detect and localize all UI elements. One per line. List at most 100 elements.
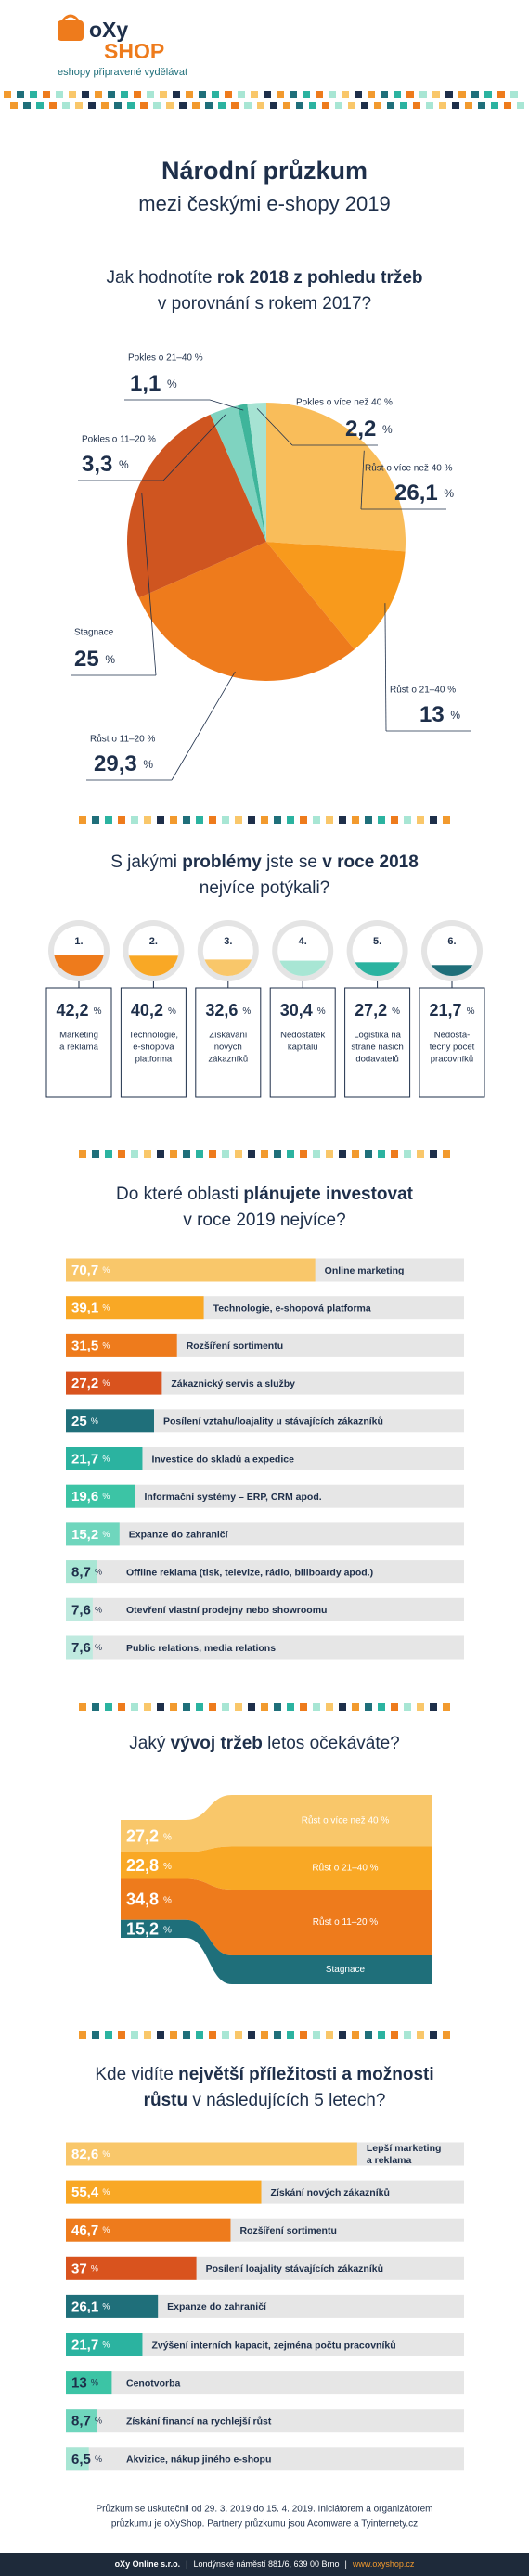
bar-value-label-number: 13 — [71, 2376, 91, 2391]
bar-value-label: 7,6 % — [71, 1640, 102, 1656]
bar-category-line: a reklama — [367, 2155, 412, 2166]
divider-dot — [274, 1703, 281, 1711]
divider-dot — [404, 816, 411, 824]
leader-line — [256, 408, 293, 446]
gauge-value-label-number: 27,2 — [355, 1001, 392, 1019]
divider-dot — [458, 91, 466, 98]
funnel-value-label-number: 34,8 — [126, 1890, 163, 1908]
main-title: Národní průzkum — [161, 157, 368, 185]
bar — [66, 2333, 143, 2356]
leader-line — [209, 399, 244, 411]
gauge-category: Nedosta- — [434, 1031, 471, 1041]
divider-dot — [430, 2031, 437, 2039]
divider-dot — [348, 102, 355, 109]
divider-dot — [92, 1703, 99, 1711]
question-title-part: plánujete investovat — [243, 1185, 413, 1204]
question-title-part: v následujících 5 letech? — [187, 2091, 385, 2110]
divider-dot — [147, 91, 154, 98]
bar-category: Rozšíření sortimentu — [187, 1340, 283, 1352]
gauge-category: pracovníků — [431, 1055, 473, 1065]
pie-slice — [127, 414, 266, 598]
pie-slice — [238, 404, 266, 542]
funnel-value-label-unit: % — [163, 1895, 172, 1905]
divider-dot — [471, 91, 479, 98]
divider-dot — [62, 102, 70, 109]
divider-dot — [118, 1703, 125, 1711]
leader-line — [162, 414, 226, 481]
divider-dot — [406, 91, 414, 98]
divider-dot — [303, 91, 310, 98]
divider-dot — [231, 102, 239, 109]
bar-value-label-unit: % — [91, 1416, 98, 1426]
question-title-part: růstu — [144, 2091, 188, 2110]
divider-dot — [192, 102, 200, 109]
bar-value-label-unit: % — [102, 2226, 110, 2236]
divider-dot — [238, 91, 245, 98]
divider-dot — [88, 102, 96, 109]
divider-dot — [300, 1150, 307, 1158]
divider-dot — [251, 91, 258, 98]
divider-dot — [497, 91, 505, 98]
bar — [66, 2409, 97, 2433]
pie-value-label-number: 13 — [419, 702, 450, 727]
divider-dot — [322, 102, 329, 109]
divider-dot — [287, 1703, 294, 1711]
pie-slice — [210, 405, 266, 542]
question-title-part: S jakými — [110, 852, 182, 872]
bar-value-label: 70,7 % — [71, 1262, 110, 1278]
bar — [66, 1597, 93, 1621]
divider-dot — [196, 1150, 203, 1158]
funnel-value-label-unit: % — [163, 1832, 172, 1842]
gauge-rank: 5. — [373, 936, 381, 947]
gauge-box — [120, 987, 187, 1098]
divider-dot — [261, 2031, 268, 2039]
divider-dot — [313, 816, 320, 824]
bar-category: Investice do skladů a expedice — [151, 1454, 294, 1465]
bar-value-label-unit: % — [102, 1530, 110, 1539]
divider-dot — [144, 1703, 151, 1711]
question-title: Kde vidíte největší příležitosti a možno… — [95, 2065, 433, 2084]
footer-bar-part[interactable]: www.oxyshop.cz — [352, 2559, 415, 2569]
divider-dot — [131, 1703, 138, 1711]
divider-dot — [426, 102, 433, 109]
divider-dot — [118, 1150, 125, 1158]
bar-category: Získání financí na rychlejší růst — [126, 2416, 272, 2427]
divider-dot — [170, 2031, 177, 2039]
pie-label: Růst o 21–40 % — [390, 685, 456, 696]
gauge-value-label: 30,4 % — [280, 1001, 326, 1019]
divider-dot — [309, 102, 316, 109]
bar-value-label: 6,5 % — [71, 2452, 102, 2467]
bar-value-label-unit: % — [91, 2264, 98, 2274]
divider-dot — [144, 1150, 151, 1158]
divider-dot — [313, 1150, 320, 1158]
bar-track — [66, 1597, 464, 1621]
gauge-rank: 1. — [74, 936, 83, 947]
divider-dot — [443, 816, 450, 824]
bar — [66, 1635, 93, 1660]
pie-value-label: 2,2 % — [345, 417, 393, 442]
funnel-value-label-unit: % — [163, 1925, 172, 1935]
divider-dot — [144, 2031, 151, 2039]
bar-category: Lepší marketing a reklama — [367, 2143, 444, 2166]
divider-dot — [478, 102, 485, 109]
leader-line — [360, 450, 365, 510]
bar-value-label-unit: % — [95, 1643, 102, 1652]
divider-dot — [491, 102, 498, 109]
divider-dot — [352, 1703, 359, 1711]
question-title: v roce 2019 nejvíce? — [183, 1211, 345, 1230]
divider-dot — [127, 102, 135, 109]
divider-dot — [153, 102, 161, 109]
bar-value-label-unit: % — [102, 1265, 110, 1275]
divider-dot — [209, 816, 216, 824]
divider-dot — [378, 1703, 385, 1711]
tagline: eshopy připravené vydělávat — [58, 67, 187, 78]
question-title: nejvíce potýkali? — [200, 878, 329, 898]
footer-note: průzkumu je oXyShop. Partnery průzkumu j… — [111, 2518, 418, 2530]
gauge-value-label-number: 30,4 — [280, 1001, 317, 1019]
divider-dot — [445, 91, 453, 98]
bar — [66, 1409, 154, 1433]
divider-dot — [183, 2031, 190, 2039]
divider-dot — [417, 1150, 424, 1158]
divider-dot — [157, 1150, 164, 1158]
pie-slice — [138, 542, 355, 682]
